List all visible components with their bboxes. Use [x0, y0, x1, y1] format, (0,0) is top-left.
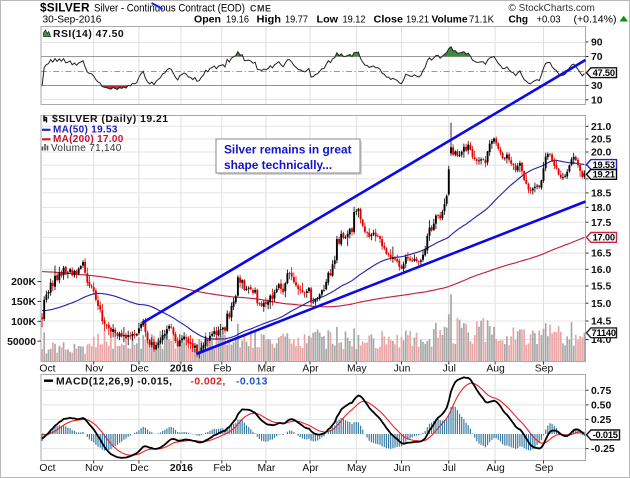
- svg-text:0.50: 0.50: [591, 401, 611, 412]
- svg-text:15.0: 15.0: [591, 299, 611, 310]
- svg-text:20.5: 20.5: [591, 135, 611, 146]
- svg-text:Jun: Jun: [394, 463, 411, 474]
- svg-text:19.21: 19.21: [593, 170, 615, 180]
- svg-text:19.21: 19.21: [406, 15, 429, 26]
- svg-text:30: 30: [591, 81, 603, 92]
- svg-text:Oct: Oct: [39, 364, 55, 375]
- svg-text:MACD(12,26,9) -0.015,: MACD(12,26,9) -0.015,: [56, 377, 172, 388]
- svg-text:CME: CME: [250, 4, 272, 14]
- svg-text:Volume 71,140: Volume 71,140: [51, 143, 122, 154]
- svg-text:2016: 2016: [170, 463, 193, 474]
- svg-text:50000: 50000: [7, 337, 36, 348]
- svg-text:Jul: Jul: [443, 364, 456, 375]
- svg-text:Apr: Apr: [302, 463, 319, 474]
- svg-text:May: May: [347, 364, 367, 375]
- svg-text:Mar: Mar: [257, 364, 275, 375]
- svg-text:Open: Open: [194, 15, 221, 26]
- svg-text:Sep: Sep: [535, 364, 554, 375]
- svg-text:Dec: Dec: [130, 463, 148, 474]
- svg-text:-0.015: -0.015: [593, 430, 618, 440]
- svg-text:19.12: 19.12: [343, 15, 366, 26]
- svg-text:Aug: Aug: [486, 463, 505, 474]
- svg-text:$SILVER: $SILVER: [40, 1, 90, 15]
- svg-text:Jun: Jun: [394, 364, 411, 375]
- svg-text:17.5: 17.5: [591, 218, 611, 229]
- svg-text:16.0: 16.0: [591, 265, 611, 276]
- svg-text:High: High: [257, 15, 282, 26]
- svg-text:Silver - Continuous Contract (: Silver - Continuous Contract (EOD): [94, 3, 245, 15]
- svg-text:Chg: Chg: [509, 15, 529, 26]
- svg-text:Low: Low: [317, 15, 339, 26]
- svg-text:May: May: [347, 463, 367, 474]
- svg-text:30-Sep-2016: 30-Sep-2016: [43, 15, 102, 26]
- svg-text:14.5: 14.5: [591, 317, 611, 328]
- svg-text:Close: Close: [374, 15, 404, 26]
- svg-text:0.25: 0.25: [591, 415, 611, 426]
- svg-text:Sep: Sep: [535, 463, 554, 474]
- svg-text:2016: 2016: [170, 364, 193, 375]
- svg-text:(+0.14%): (+0.14%): [574, 15, 617, 26]
- svg-text:Oct: Oct: [39, 463, 55, 474]
- svg-text:71.1K: 71.1K: [469, 15, 494, 26]
- svg-text:10: 10: [591, 95, 603, 106]
- svg-text:© StockCharts.com: © StockCharts.com: [509, 3, 595, 14]
- svg-text:100K: 100K: [11, 317, 36, 328]
- svg-text:71140: 71140: [592, 328, 616, 338]
- svg-text:18.0: 18.0: [591, 203, 611, 214]
- svg-text:Apr: Apr: [302, 364, 319, 375]
- svg-text:0.75: 0.75: [591, 386, 611, 397]
- svg-text:+0.03: +0.03: [537, 15, 561, 26]
- svg-text:70: 70: [591, 52, 603, 63]
- svg-text:15.5: 15.5: [591, 282, 611, 293]
- svg-text:18.5: 18.5: [591, 189, 611, 200]
- svg-text:Feb: Feb: [213, 463, 231, 474]
- svg-text:MA(50) 19.53: MA(50) 19.53: [53, 124, 118, 135]
- svg-text:MA(200) 17.00: MA(200) 17.00: [53, 134, 124, 145]
- svg-text:Dec: Dec: [130, 364, 148, 375]
- svg-text:-0.002,: -0.002,: [191, 377, 226, 388]
- svg-text:20.0: 20.0: [591, 148, 611, 159]
- svg-text:19.77: 19.77: [285, 15, 308, 26]
- svg-text:Aug: Aug: [486, 364, 505, 375]
- svg-text:90: 90: [591, 38, 603, 49]
- svg-text:$SILVER (Daily) 19.21: $SILVER (Daily) 19.21: [52, 114, 169, 125]
- svg-text:16.5: 16.5: [591, 249, 611, 260]
- svg-text:Silver remains in great: Silver remains in great: [224, 143, 352, 157]
- svg-text:Nov: Nov: [85, 364, 104, 375]
- svg-text:shape technically...: shape technically...: [224, 158, 332, 172]
- svg-text:RSI(14) 47.50: RSI(14) 47.50: [53, 29, 124, 40]
- svg-text:14.0: 14.0: [591, 335, 611, 346]
- svg-text:-0.25: -0.25: [591, 444, 615, 455]
- svg-text:47.50: 47.50: [593, 68, 615, 78]
- svg-text:Mar: Mar: [257, 463, 275, 474]
- svg-text:150K: 150K: [11, 297, 36, 308]
- svg-text:19.16: 19.16: [226, 15, 249, 26]
- svg-text:Nov: Nov: [85, 463, 104, 474]
- svg-text:Jul: Jul: [443, 463, 456, 474]
- svg-text:Feb: Feb: [213, 364, 231, 375]
- svg-text:17.00: 17.00: [593, 233, 615, 243]
- svg-text:Volume: Volume: [432, 15, 468, 26]
- svg-text:200K: 200K: [11, 277, 36, 288]
- svg-text:21.0: 21.0: [591, 122, 611, 133]
- svg-text:19.53: 19.53: [593, 160, 615, 170]
- svg-text:-0.013: -0.013: [236, 377, 268, 388]
